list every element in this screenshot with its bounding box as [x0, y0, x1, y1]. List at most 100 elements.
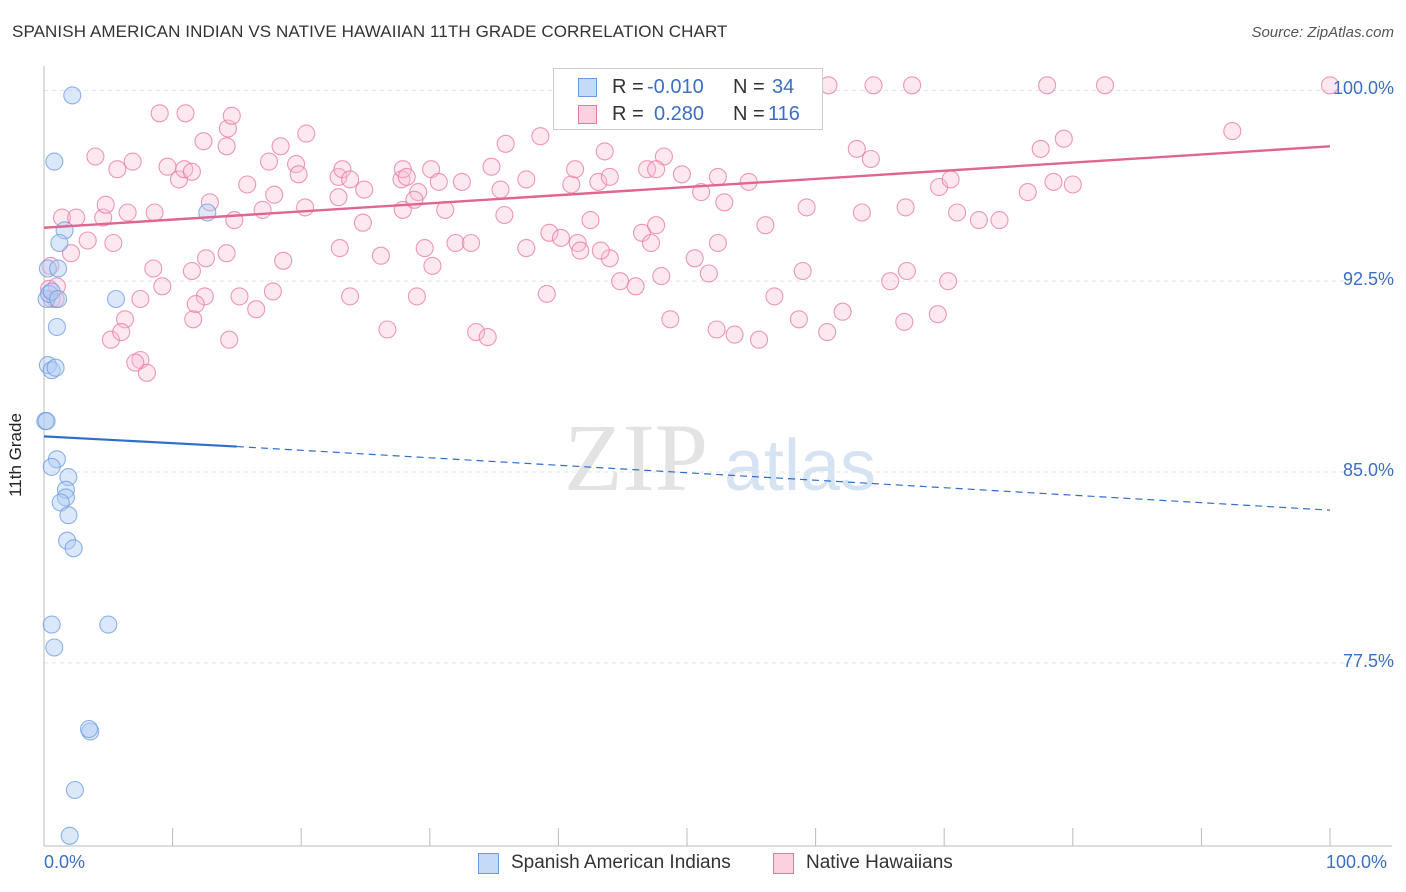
- point-native-hawaiian: [517, 239, 536, 258]
- point-native-hawaiian: [104, 233, 123, 253]
- point-native-hawaiian: [540, 223, 559, 242]
- point-native-hawaiian: [329, 188, 348, 207]
- point-native-hawaiian: [153, 277, 172, 296]
- legend-n-label: N =: [733, 76, 765, 98]
- point-native-hawaiian: [897, 261, 916, 281]
- point-native-hawaiian: [230, 287, 249, 306]
- point-native-hawaiian: [247, 300, 266, 319]
- point-native-hawaiian: [948, 203, 967, 222]
- point-spanish-american-indian: [38, 259, 57, 278]
- point-native-hawaiian: [112, 323, 131, 342]
- point-native-hawaiian: [852, 203, 871, 222]
- trend-line-native-hawaiians: [43, 145, 1331, 229]
- point-spanish-american-indian: [42, 282, 61, 301]
- point-native-hawaiian: [1320, 76, 1340, 95]
- point-native-hawaiian: [297, 124, 316, 143]
- point-native-hawaiian: [685, 249, 704, 268]
- point-native-hawaiian: [123, 152, 142, 171]
- bottom-legend-label: Native Hawaiians: [806, 852, 953, 873]
- point-spanish-american-indian: [49, 289, 68, 309]
- point-native-hawaiian: [195, 287, 214, 306]
- point-spanish-american-indian: [106, 289, 126, 309]
- point-native-hawaiian: [531, 127, 550, 146]
- point-native-hawaiian: [707, 320, 726, 339]
- point-native-hawaiian: [220, 330, 239, 349]
- point-native-hawaiian: [200, 193, 219, 212]
- point-native-hawaiian: [647, 216, 666, 235]
- point-native-hawaiian: [861, 149, 880, 169]
- point-spanish-american-indian: [59, 506, 78, 525]
- point-native-hawaiian: [446, 233, 465, 253]
- point-native-hawaiian: [566, 160, 585, 179]
- point-native-hawaiian: [184, 310, 203, 329]
- point-native-hawaiian: [797, 198, 816, 217]
- point-native-hawaiian: [263, 282, 282, 301]
- point-native-hawaiian: [222, 106, 241, 125]
- point-native-hawaiian: [903, 76, 922, 95]
- legend-n-value: 116: [768, 103, 800, 125]
- point-native-hawaiian: [196, 249, 216, 268]
- point-native-hawaiian: [591, 241, 610, 260]
- point-native-hawaiian: [407, 287, 426, 306]
- point-native-hawaiian: [496, 134, 515, 153]
- point-native-hawaiian: [818, 323, 837, 342]
- point-native-hawaiian: [600, 167, 619, 186]
- point-native-hawaiian: [941, 170, 960, 189]
- point-native-hawaiian: [253, 200, 272, 219]
- point-native-hawaiian: [217, 137, 236, 156]
- point-native-hawaiian: [333, 160, 352, 179]
- point-native-hawaiian: [756, 216, 775, 235]
- point-native-hawaiian: [108, 160, 127, 179]
- x-tick-label-max: 100.0%: [1326, 852, 1388, 872]
- point-native-hawaiian: [478, 328, 497, 347]
- point-spanish-american-indian: [40, 284, 59, 303]
- point-native-hawaiian: [353, 213, 372, 232]
- point-native-hawaiian: [265, 185, 284, 204]
- point-native-hawaiian: [765, 287, 784, 306]
- point-native-hawaiian: [101, 330, 120, 349]
- point-native-hawaiian: [415, 239, 434, 258]
- legend-n-value: 34: [772, 76, 795, 98]
- point-native-hawaiian: [186, 295, 205, 314]
- point-native-hawaiian: [990, 211, 1009, 230]
- watermark-atlas: atlas: [724, 426, 876, 506]
- point-native-hawaiian: [144, 259, 163, 278]
- point-native-hawaiian: [708, 167, 727, 186]
- point-native-hawaiian: [150, 104, 169, 123]
- point-native-hawaiian: [1095, 76, 1115, 95]
- point-native-hawaiian: [895, 312, 914, 331]
- trend-lines: [43, 145, 1331, 511]
- x-tick-label-min: 0.0%: [44, 852, 86, 872]
- point-native-hawaiian: [595, 142, 614, 161]
- point-native-hawaiian: [1063, 175, 1082, 194]
- point-native-hawaiian: [467, 323, 486, 342]
- point-native-hawaiian: [1031, 139, 1050, 158]
- point-native-hawaiian: [436, 200, 455, 219]
- point-spanish-american-indian: [65, 780, 84, 800]
- point-native-hawaiian: [61, 244, 81, 263]
- trend-line-spanish-american-indians-solid: [43, 435, 237, 448]
- point-native-hawaiian: [708, 233, 727, 253]
- point-native-hawaiian: [896, 198, 915, 217]
- legend-row-spanish-american-indians: R = -0.010 N = 34: [554, 74, 824, 100]
- point-native-hawaiian: [176, 104, 195, 123]
- point-native-hawaiian: [1054, 129, 1073, 148]
- point-native-hawaiian: [238, 175, 257, 194]
- point-native-hawaiian: [647, 160, 666, 179]
- series-native-hawaiians: [40, 76, 1340, 382]
- point-native-hawaiian: [194, 132, 213, 151]
- point-native-hawaiian: [491, 180, 510, 199]
- point-spanish-american-indian: [64, 539, 83, 558]
- point-native-hawaiian: [78, 231, 97, 250]
- point-native-hawaiian: [537, 284, 556, 303]
- point-native-hawaiian: [611, 272, 630, 291]
- point-native-hawaiian: [274, 251, 293, 270]
- point-native-hawaiian: [397, 167, 416, 186]
- point-native-hawaiian: [881, 272, 900, 291]
- legend-r-value: -0.010: [647, 76, 704, 98]
- legend-r-label: R =: [612, 76, 644, 98]
- point-native-hawaiian: [182, 162, 201, 181]
- point-native-hawaiian: [847, 139, 866, 158]
- point-native-hawaiian: [182, 261, 201, 281]
